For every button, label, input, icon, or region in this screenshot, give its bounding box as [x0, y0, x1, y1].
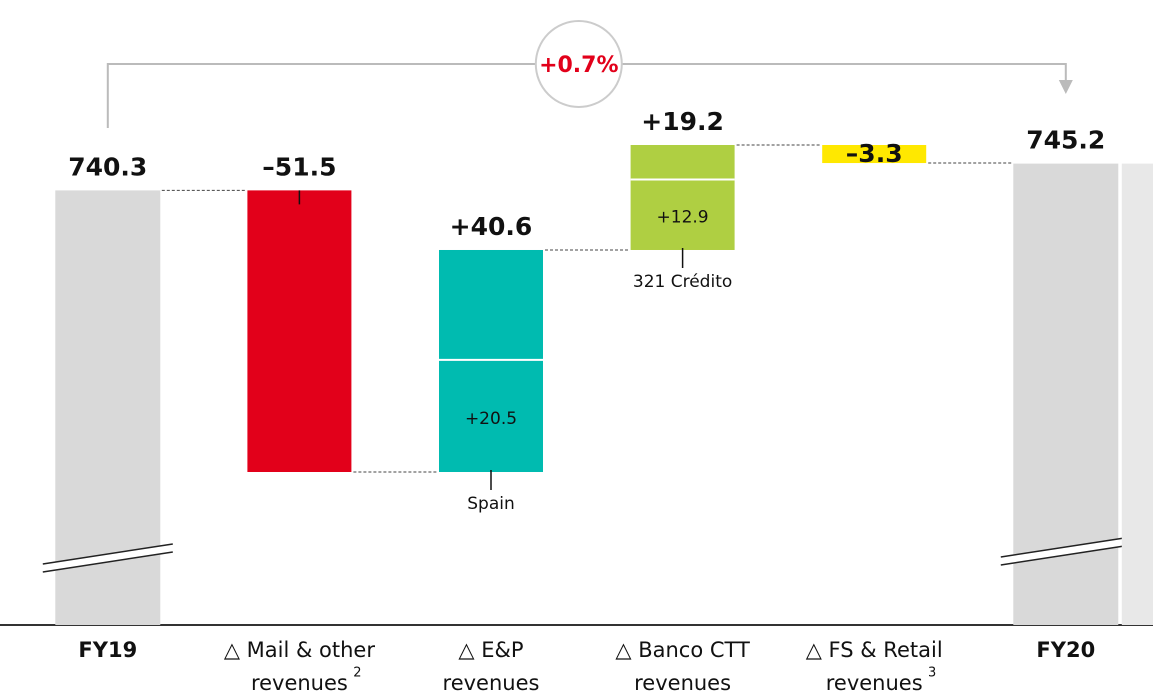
x-tick-label: △ Mail & other [224, 638, 376, 662]
subsegment-value: +12.9 [657, 208, 709, 228]
bar-shadow [1121, 163, 1153, 625]
x-tick-label: △ Banco CTT [615, 638, 750, 662]
x-tick-label: △ FS & Retail [806, 638, 943, 662]
delta-bar [822, 145, 927, 164]
x-tick-label: revenues [634, 671, 731, 695]
value-label: 745.2 [1026, 126, 1105, 155]
axis-break-line [42, 551, 173, 573]
axis-break-line [1000, 536, 1131, 558]
x-tick-label: △ E&P [458, 638, 523, 662]
subsegment-value: +20.5 [465, 409, 517, 429]
delta-bar [630, 145, 735, 250]
footnote: 3 [928, 666, 936, 681]
value-label: –3.3 [846, 139, 903, 168]
subsegment-label: Spain [467, 494, 515, 514]
axis-break [1000, 536, 1132, 566]
axis-break-line [1000, 544, 1131, 566]
subsegment-label: 321 Crédito [633, 272, 732, 292]
delta-bar [439, 249, 543, 472]
value-label: +19.2 [641, 107, 724, 136]
axis-break [42, 543, 174, 573]
change-circle [534, 20, 623, 108]
axis-break-line [42, 543, 173, 565]
x-tick-label: FY20 [1036, 638, 1095, 662]
change-label: +0.7% [539, 53, 618, 78]
value-label: –51.5 [262, 152, 336, 181]
change-arrow [1058, 80, 1073, 94]
footnote: 2 [353, 666, 361, 681]
x-tick-label: revenues [251, 671, 348, 695]
value-label: 740.3 [68, 152, 147, 181]
value-label: +40.6 [450, 212, 533, 241]
delta-bar [247, 190, 352, 472]
x-tick-label: revenues [826, 671, 923, 695]
x-tick-label: FY19 [78, 638, 137, 662]
x-tick-label: revenues [443, 671, 540, 695]
